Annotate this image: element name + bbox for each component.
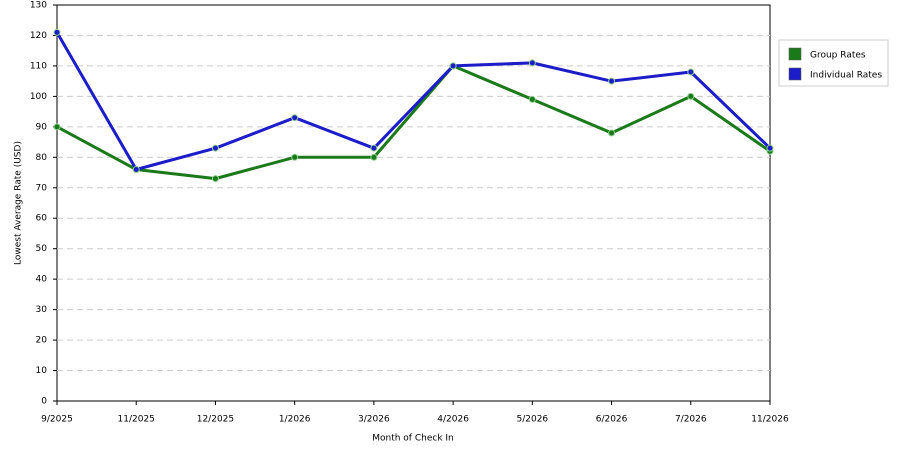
- y-tick-label: 130: [30, 1, 47, 11]
- x-tick-label: 11/2025: [118, 415, 155, 425]
- data-point: [53, 123, 61, 131]
- y-tick-label: 80: [36, 153, 48, 163]
- y-tick-label: 10: [36, 366, 48, 376]
- data-point: [608, 77, 616, 85]
- y-tick-label: 30: [36, 305, 48, 315]
- plot-frame: [56, 4, 771, 402]
- x-tick-label: 11/2026: [751, 415, 789, 425]
- y-axis-title: Lowest Average Rate (USD): [14, 141, 24, 265]
- legend-swatch: [788, 47, 802, 61]
- x-tick-label: 3/2026: [358, 415, 390, 425]
- x-tick-label: 1/2026: [279, 415, 311, 425]
- y-tick-label: 50: [36, 244, 48, 254]
- x-tick-label: 12/2025: [197, 415, 234, 425]
- y-tick-label: 120: [30, 31, 47, 41]
- y-tick-label: 60: [36, 214, 48, 224]
- y-tick-label: 0: [41, 397, 47, 407]
- y-tick-label: 40: [36, 275, 48, 285]
- data-point: [528, 95, 536, 103]
- y-tick-label: 70: [36, 183, 48, 193]
- series-line: [56, 64, 771, 181]
- data-point: [370, 144, 378, 152]
- data-point: [211, 144, 219, 152]
- y-tick-label: 90: [36, 122, 48, 132]
- data-point: [687, 68, 695, 76]
- data-point: [211, 175, 219, 183]
- legend-label: Individual Rates: [810, 71, 882, 81]
- data-point: [291, 114, 299, 122]
- data-point: [370, 153, 378, 161]
- x-tick-label: 4/2026: [437, 415, 469, 425]
- series-line: [55, 31, 772, 171]
- y-tick-label: 110: [30, 61, 47, 71]
- y-tick-label: 20: [36, 336, 48, 346]
- x-tick-label: 9/2025: [41, 415, 73, 425]
- x-tick-label: 5/2026: [516, 415, 548, 425]
- x-tick-label: 6/2026: [596, 415, 628, 425]
- data-point: [53, 28, 61, 36]
- data-point: [687, 92, 695, 100]
- legend-swatch: [788, 67, 802, 81]
- data-point: [528, 59, 536, 67]
- x-axis-title: Month of Check In: [372, 434, 454, 444]
- legend-label: Group Rates: [810, 51, 866, 61]
- data-point: [766, 144, 774, 152]
- x-tick-label: 7/2026: [675, 415, 707, 425]
- data-point: [132, 165, 140, 173]
- data-point: [608, 129, 616, 137]
- y-tick-label: 100: [30, 92, 47, 102]
- data-point: [291, 153, 299, 161]
- data-point: [449, 62, 457, 70]
